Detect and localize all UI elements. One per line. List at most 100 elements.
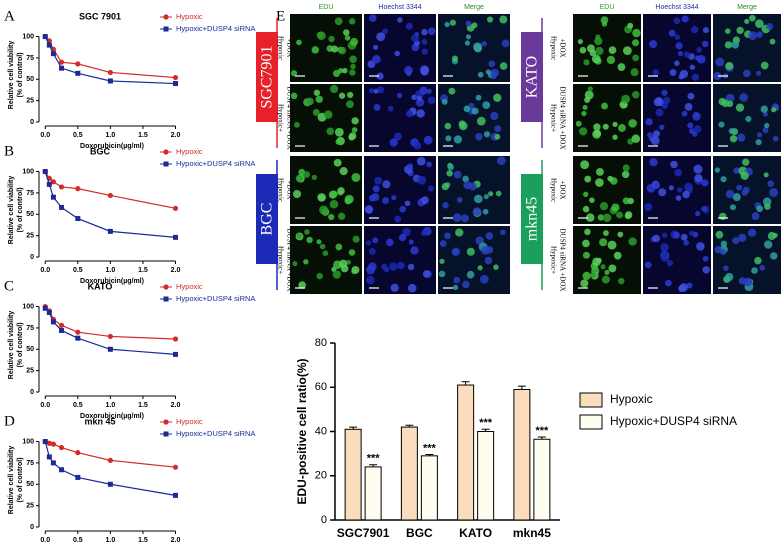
cell-nucleus [736, 26, 744, 35]
cell-nucleus [366, 275, 375, 285]
cell-nucleus [756, 31, 763, 38]
cell-nucleus [582, 271, 591, 281]
column-header: Merge [737, 4, 757, 11]
cell-nucleus [675, 42, 683, 50]
cell-nucleus [769, 38, 776, 45]
y-tick-label: 50 [26, 76, 34, 83]
bar [533, 438, 551, 521]
cell-nucleus [351, 117, 359, 125]
y-axis-label: (% of control) [17, 457, 24, 502]
cell-nucleus [581, 110, 587, 117]
data-point [172, 464, 179, 470]
cell-nucleus [332, 69, 341, 77]
cell-nucleus [394, 50, 401, 57]
cell-nucleus [364, 205, 374, 214]
cell-line-label: mkn45 [524, 197, 541, 241]
cell-nucleus [608, 264, 617, 273]
cell-nucleus [402, 227, 411, 237]
cell-nucleus [312, 108, 320, 116]
data-point [59, 327, 65, 333]
cell-nucleus [747, 228, 757, 237]
cell-nucleus [372, 237, 379, 244]
cell-nucleus [453, 170, 462, 179]
x-tick-label: 1.5 [138, 267, 148, 274]
cell-nucleus [621, 170, 630, 179]
cell-nucleus [374, 176, 383, 185]
data-point [58, 184, 65, 190]
cell-nucleus [462, 175, 469, 183]
cell-nucleus [592, 257, 601, 267]
cell-nucleus [580, 279, 589, 288]
cell-nucleus [725, 272, 734, 282]
cell-nucleus [602, 123, 609, 130]
cell-nucleus [738, 277, 747, 285]
significance-label: *** [423, 442, 437, 454]
cell-nucleus [599, 238, 608, 247]
cell-nucleus [397, 261, 405, 270]
cell-nucleus [690, 25, 699, 34]
cell-nucleus [759, 264, 766, 271]
cell-nucleus [416, 156, 426, 166]
cell-nucleus [621, 94, 631, 104]
cell-nucleus [771, 107, 777, 113]
x-tick-label: 2.0 [171, 132, 181, 139]
data-point [75, 474, 81, 480]
panel-label: E [276, 8, 285, 24]
cell-nucleus [410, 246, 419, 255]
cell-nucleus [411, 94, 417, 101]
x-tick-label: 2.0 [171, 267, 181, 274]
cell-nucleus [649, 157, 658, 167]
cell-nucleus [290, 70, 298, 77]
data-point [75, 329, 81, 335]
y-tick-label: 25 [26, 232, 34, 239]
x-tick-label: 0.0 [40, 537, 50, 543]
cell-nucleus [762, 111, 769, 117]
cell-nucleus [338, 46, 347, 55]
error-bar [537, 436, 546, 440]
x-tick-label: 1.5 [138, 537, 148, 543]
cell-nucleus [303, 259, 309, 265]
cell-nucleus [421, 38, 428, 45]
cell-nucleus [575, 120, 582, 127]
cell-nucleus [628, 119, 637, 128]
cell-nucleus [399, 205, 407, 213]
cell-nucleus [760, 61, 769, 70]
data-point [50, 460, 56, 466]
cell-nucleus [474, 194, 483, 204]
cell-nucleus [587, 86, 593, 92]
chart-title: BGC [90, 146, 111, 156]
cell-nucleus [334, 17, 343, 26]
cell-nucleus [485, 232, 494, 240]
cell-nucleus [306, 97, 314, 106]
cell-nucleus [600, 264, 606, 270]
bar [344, 428, 362, 521]
data-point [46, 42, 52, 48]
cell-nucleus [617, 63, 626, 71]
cell-nucleus [372, 185, 380, 193]
y-tick-label: 0 [321, 514, 327, 526]
cell-nucleus [720, 249, 727, 256]
cell-nucleus [304, 229, 310, 235]
error-bar [405, 424, 414, 428]
data-point [42, 305, 48, 311]
x-tick-label: 2.0 [171, 402, 181, 409]
y-tick-label: 100 [22, 303, 34, 310]
cell-nucleus [298, 281, 306, 289]
cell-nucleus [694, 174, 703, 183]
cell-nucleus [692, 131, 698, 137]
cell-nucleus [584, 228, 591, 236]
data-point [172, 81, 178, 87]
cell-nucleus [351, 127, 358, 133]
cell-nucleus [627, 197, 634, 205]
cell-nucleus [306, 236, 313, 244]
data-point [50, 441, 56, 447]
chart-title: mkn 45 [84, 416, 115, 426]
cell-nucleus [718, 97, 727, 106]
cell-nucleus [377, 86, 385, 94]
error-bar [481, 428, 490, 432]
cell-nucleus [456, 196, 463, 203]
cell-nucleus [328, 213, 335, 221]
x-tick-label: 0.5 [73, 537, 83, 543]
cell-nucleus [494, 133, 501, 140]
row-label: Hypoxic [276, 178, 284, 202]
